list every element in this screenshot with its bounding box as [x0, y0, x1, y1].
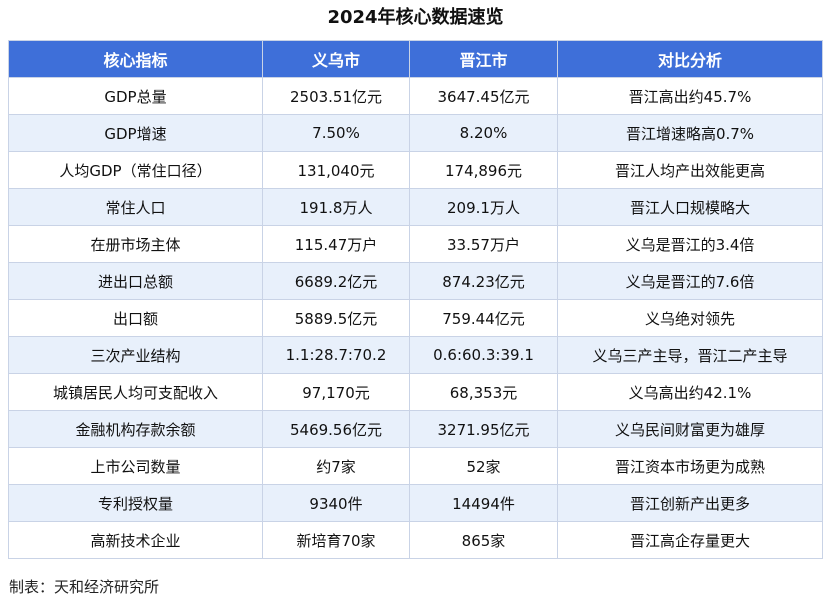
table-row: 进出口总额 6689.2亿元 874.23亿元 义乌是晋江的7.6倍 — [8, 262, 823, 300]
cell-jinjiang: 174,896元 — [409, 151, 558, 189]
table-row: 常住人口 191.8万人 209.1万人 晋江人口规模略大 — [8, 188, 823, 226]
cell-yiwu: 191.8万人 — [262, 188, 410, 226]
cell-jinjiang: 874.23亿元 — [409, 262, 558, 300]
cell-analysis: 义乌民间财富更为雄厚 — [557, 410, 823, 448]
page-title: 2024年核心数据速览 — [327, 7, 504, 28]
cell-analysis: 义乌是晋江的3.4倍 — [557, 225, 823, 263]
cell-jinjiang: 865家 — [409, 521, 558, 559]
cell-yiwu: 1.1:28.7:70.2 — [262, 336, 410, 374]
cell-indicator: 三次产业结构 — [8, 336, 263, 374]
cell-yiwu: 5469.56亿元 — [262, 410, 410, 448]
cell-analysis: 义乌三产主导，晋江二产主导 — [557, 336, 823, 374]
cell-jinjiang: 8.20% — [409, 114, 558, 152]
cell-jinjiang: 3271.95亿元 — [409, 410, 558, 448]
header-indicator: 核心指标 — [8, 40, 263, 78]
table-row: 专利授权量 9340件 14494件 晋江创新产出更多 — [8, 484, 823, 522]
cell-indicator: GDP增速 — [8, 114, 263, 152]
cell-yiwu: 131,040元 — [262, 151, 410, 189]
cell-yiwu: 2503.51亿元 — [262, 77, 410, 115]
table-row: 高新技术企业 新培育70家 865家 晋江高企存量更大 — [8, 521, 823, 559]
cell-analysis: 义乌高出约42.1% — [557, 373, 823, 411]
cell-analysis: 晋江高企存量更大 — [557, 521, 823, 559]
cell-analysis: 晋江增速略高0.7% — [557, 114, 823, 152]
table-row: 城镇居民人均可支配收入 97,170元 68,353元 义乌高出约42.1% — [8, 373, 823, 411]
cell-analysis: 晋江人均产出效能更高 — [557, 151, 823, 189]
cell-analysis: 义乌绝对领先 — [557, 299, 823, 337]
table-row: 金融机构存款余额 5469.56亿元 3271.95亿元 义乌民间财富更为雄厚 — [8, 410, 823, 448]
table-row: 在册市场主体 115.47万户 33.57万户 义乌是晋江的3.4倍 — [8, 225, 823, 263]
header-analysis: 对比分析 — [557, 40, 823, 78]
cell-yiwu: 9340件 — [262, 484, 410, 522]
cell-yiwu: 97,170元 — [262, 373, 410, 411]
cell-indicator: 在册市场主体 — [8, 225, 263, 263]
cell-analysis: 晋江人口规模略大 — [557, 188, 823, 226]
table-row: 人均GDP（常住口径） 131,040元 174,896元 晋江人均产出效能更高 — [8, 151, 823, 189]
cell-indicator: 出口额 — [8, 299, 263, 337]
cell-yiwu: 7.50% — [262, 114, 410, 152]
cell-yiwu: 6689.2亿元 — [262, 262, 410, 300]
cell-jinjiang: 759.44亿元 — [409, 299, 558, 337]
cell-indicator: 常住人口 — [8, 188, 263, 226]
table-row: 出口额 5889.5亿元 759.44亿元 义乌绝对领先 — [8, 299, 823, 337]
cell-indicator: GDP总量 — [8, 77, 263, 115]
cell-indicator: 金融机构存款余额 — [8, 410, 263, 448]
cell-analysis: 晋江创新产出更多 — [557, 484, 823, 522]
cell-yiwu: 新培育70家 — [262, 521, 410, 559]
cell-jinjiang: 14494件 — [409, 484, 558, 522]
header-jinjiang: 晋江市 — [409, 40, 558, 78]
cell-jinjiang: 52家 — [409, 447, 558, 485]
cell-jinjiang: 0.6:60.3:39.1 — [409, 336, 558, 374]
cell-yiwu: 5889.5亿元 — [262, 299, 410, 337]
comparison-table: 核心指标 义乌市 晋江市 对比分析 GDP总量 2503.51亿元 3647.45亿… — [8, 40, 823, 559]
table-row: 上市公司数量 约7家 52家 晋江资本市场更为成熟 — [8, 447, 823, 485]
header-yiwu: 义乌市 — [262, 40, 410, 78]
source-note: 制表：天和经济研究所 — [9, 578, 160, 596]
cell-indicator: 进出口总额 — [8, 262, 263, 300]
cell-jinjiang: 68,353元 — [409, 373, 558, 411]
table-row: 三次产业结构 1.1:28.7:70.2 0.6:60.3:39.1 义乌三产主导，晋… — [8, 336, 823, 374]
cell-analysis: 晋江高出约45.7% — [557, 77, 823, 115]
cell-indicator: 城镇居民人均可支配收入 — [8, 373, 263, 411]
cell-indicator: 人均GDP（常住口径） — [8, 151, 263, 189]
table-header-row: 核心指标 义乌市 晋江市 对比分析 — [8, 40, 823, 78]
cell-indicator: 专利授权量 — [8, 484, 263, 522]
cell-analysis: 晋江资本市场更为成熟 — [557, 447, 823, 485]
cell-jinjiang: 209.1万人 — [409, 188, 558, 226]
cell-indicator: 上市公司数量 — [8, 447, 263, 485]
table-body: GDP总量 2503.51亿元 3647.45亿元 晋江高出约45.7% GDP增速 7.… — [8, 77, 823, 559]
cell-analysis: 义乌是晋江的7.6倍 — [557, 262, 823, 300]
cell-jinjiang: 33.57万户 — [409, 225, 558, 263]
cell-jinjiang: 3647.45亿元 — [409, 77, 558, 115]
table-row: GDP总量 2503.51亿元 3647.45亿元 晋江高出约45.7% — [8, 77, 823, 115]
cell-indicator: 高新技术企业 — [8, 521, 263, 559]
cell-yiwu: 115.47万户 — [262, 225, 410, 263]
table-row: GDP增速 7.50% 8.20% 晋江增速略高0.7% — [8, 114, 823, 152]
cell-yiwu: 约7家 — [262, 447, 410, 485]
